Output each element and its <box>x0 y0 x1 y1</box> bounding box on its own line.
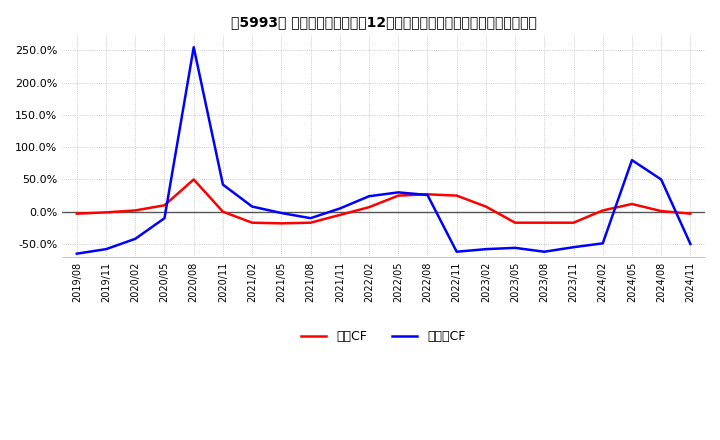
営業CF <box>423 192 432 197</box>
フリーCF <box>482 246 490 252</box>
営業CF <box>73 211 81 216</box>
フリーCF <box>160 216 168 221</box>
営業CF <box>628 202 636 207</box>
フリーCF <box>248 204 256 209</box>
フリーCF <box>73 251 81 257</box>
営業CF <box>540 220 549 225</box>
営業CF <box>219 209 228 214</box>
営業CF <box>306 220 315 225</box>
フリーCF <box>336 206 344 211</box>
営業CF <box>277 221 286 226</box>
フリーCF <box>540 249 549 254</box>
フリーCF <box>598 241 607 246</box>
営業CF <box>102 210 110 215</box>
フリーCF <box>570 245 578 250</box>
営業CF <box>686 211 695 216</box>
フリーCF <box>189 44 198 50</box>
Legend: 営業CF, フリーCF: 営業CF, フリーCF <box>297 326 471 348</box>
営業CF <box>657 209 665 214</box>
フリーCF <box>102 246 110 252</box>
営業CF <box>598 208 607 213</box>
Line: フリーCF: フリーCF <box>77 47 690 254</box>
営業CF <box>131 208 140 213</box>
フリーCF <box>423 192 432 198</box>
営業CF <box>248 220 256 225</box>
Line: 営業CF: 営業CF <box>77 180 690 224</box>
営業CF <box>160 203 168 208</box>
営業CF <box>394 193 402 198</box>
フリーCF <box>277 210 286 216</box>
営業CF <box>452 193 461 198</box>
フリーCF <box>686 242 695 247</box>
フリーCF <box>306 216 315 221</box>
フリーCF <box>219 182 228 187</box>
フリーCF <box>452 249 461 254</box>
営業CF <box>482 204 490 209</box>
営業CF <box>365 205 374 210</box>
フリーCF <box>657 177 665 182</box>
営業CF <box>510 220 519 225</box>
フリーCF <box>628 158 636 163</box>
フリーCF <box>365 194 374 199</box>
Title: 【5993】 キャッシュフローの12か月移動合計の対前年同期増減率の推移: 【5993】 キャッシュフローの12か月移動合計の対前年同期増減率の推移 <box>230 15 536 29</box>
営業CF <box>189 177 198 182</box>
フリーCF <box>394 190 402 195</box>
営業CF <box>336 213 344 218</box>
営業CF <box>570 220 578 225</box>
フリーCF <box>131 236 140 242</box>
フリーCF <box>510 245 519 250</box>
